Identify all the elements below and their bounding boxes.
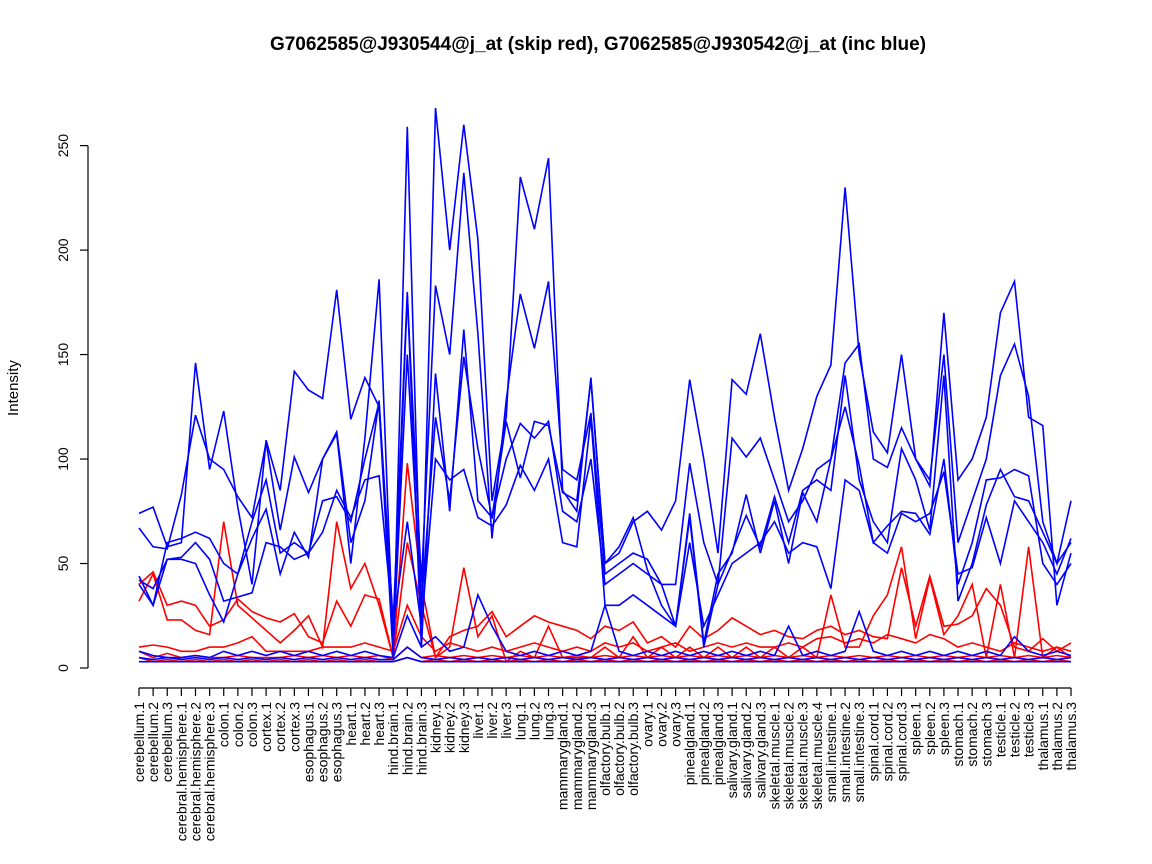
x-tick-label: heart.3 <box>371 702 387 746</box>
x-tick-label: pinealgland.2 <box>696 702 712 786</box>
x-tick-label: cerebral.hemisphere.1 <box>173 702 189 842</box>
x-tick-label: kidney.1 <box>428 702 444 753</box>
x-tick-label: cerebral.hemisphere.2 <box>187 702 203 842</box>
x-tick-label: thalamus.1 <box>1035 702 1051 771</box>
x-tick-label: pinealgland.1 <box>682 702 698 786</box>
x-tick-label: salivary.gland.1 <box>724 702 740 798</box>
series-line-skip-2 <box>138 542 1072 660</box>
x-tick-label: mammarygland.2 <box>569 702 585 810</box>
x-tick-label: spinal.cord.2 <box>879 702 895 782</box>
x-tick-label: olfactory.bulb.1 <box>597 702 613 796</box>
x-axis: cerebellum.1cerebellum.2cerebellum.3cere… <box>131 687 1079 842</box>
x-tick-label: lung.3 <box>541 702 557 740</box>
x-tick-label: testicle.3 <box>1021 702 1037 757</box>
series-line-skip-1 <box>138 463 1072 664</box>
series-line-inc-2 <box>138 172 1072 648</box>
x-tick-label: lung.1 <box>512 702 528 740</box>
x-tick-label: mammarygland.1 <box>555 702 571 810</box>
y-tick-label: 200 <box>55 238 71 262</box>
x-tick-label: kidney.2 <box>442 702 458 753</box>
x-tick-label: stomach.1 <box>950 702 966 767</box>
series-line-inc-1 <box>138 107 1072 658</box>
x-tick-label: hind.brain.1 <box>385 702 401 775</box>
x-tick-label: esophagus.1 <box>300 702 316 782</box>
series-line-inc-8 <box>139 656 1071 663</box>
x-tick-label: lung.2 <box>526 702 542 740</box>
y-tick-label: 250 <box>55 134 71 158</box>
x-tick-label: esophagus.3 <box>329 702 345 782</box>
x-tick-label: heart.2 <box>357 702 373 746</box>
x-tick-label: small.intestine.1 <box>823 702 839 803</box>
x-tick-label: spinal.cord.3 <box>894 702 910 782</box>
x-tick-label: skeletal.muscle.1 <box>766 702 782 810</box>
x-tick-label: small.intestine.2 <box>837 702 853 803</box>
x-tick-label: heart.1 <box>343 702 359 746</box>
x-tick-label: cortex.2 <box>272 702 288 752</box>
x-tick-label: cerebral.hemisphere.3 <box>202 702 218 842</box>
x-tick-label: skeletal.muscle.2 <box>781 702 797 810</box>
x-tick-label: ovary.1 <box>639 702 655 747</box>
x-tick-label: thalamus.2 <box>1049 702 1065 771</box>
series-line-inc-7 <box>138 646 1072 661</box>
x-tick-label: skeletal.muscle.3 <box>795 702 811 810</box>
x-tick-label: stomach.2 <box>964 702 980 767</box>
x-tick-label: salivary.gland.2 <box>738 702 754 798</box>
series-line-inc-4 <box>138 354 1072 648</box>
y-tick-label: 100 <box>55 447 71 471</box>
x-tick-label: cerebellum.1 <box>131 702 147 782</box>
x-tick-label: stomach.3 <box>978 702 994 767</box>
x-tick-label: thalamus.3 <box>1063 702 1079 771</box>
y-axis-label: Intensity <box>5 360 22 416</box>
x-tick-label: hind.brain.3 <box>413 702 429 775</box>
x-tick-label: cerebellum.2 <box>145 702 161 782</box>
x-tick-label: liver.2 <box>484 702 500 739</box>
series-line-inc-6 <box>138 592 1072 659</box>
x-tick-label: olfactory.bulb.2 <box>611 702 627 796</box>
y-tick-label: 150 <box>55 343 71 367</box>
x-tick-label: mammarygland.3 <box>583 702 599 810</box>
x-tick-label: liver.1 <box>470 702 486 739</box>
x-tick-label: testicle.2 <box>1007 702 1023 757</box>
x-tick-label: colon.3 <box>244 702 260 747</box>
x-tick-label: spleen.1 <box>908 702 924 755</box>
series-line-inc-3 <box>138 291 1072 648</box>
x-tick-label: pinealgland.3 <box>710 702 726 786</box>
x-tick-label: cortex.3 <box>286 702 302 752</box>
x-tick-label: skeletal.muscle.4 <box>809 702 825 810</box>
y-axis: 0 50 100 150 200 250 <box>55 134 89 672</box>
x-tick-label: colon.2 <box>230 702 246 747</box>
x-tick-label: spinal.cord.1 <box>865 702 881 782</box>
x-tick-label: hind.brain.2 <box>399 702 415 775</box>
x-tick-label: salivary.gland.3 <box>752 702 768 798</box>
x-tick-label: ovary.3 <box>668 702 684 747</box>
x-tick-label: esophagus.2 <box>315 702 331 782</box>
series-lines <box>138 107 1072 664</box>
x-tick-label: cerebellum.3 <box>159 702 175 782</box>
x-tick-label: spleen.3 <box>936 702 952 755</box>
y-tick-label: 0 <box>55 664 71 672</box>
x-tick-label: kidney.3 <box>456 702 472 753</box>
x-tick-label: liver.3 <box>498 702 514 739</box>
x-tick-label: olfactory.bulb.3 <box>625 702 641 796</box>
x-tick-label: testicle.1 <box>992 702 1008 757</box>
x-tick-label: colon.1 <box>216 702 232 747</box>
x-tick-label: cortex.1 <box>258 702 274 752</box>
x-tick-label: spleen.2 <box>922 702 938 755</box>
y-tick-label: 50 <box>55 556 71 572</box>
chart-title: G7062585@J930544@j_at (skip red), G70625… <box>270 34 926 55</box>
x-tick-label: ovary.2 <box>653 702 669 747</box>
series-line-skip-3 <box>138 603 1072 653</box>
x-tick-label: small.intestine.3 <box>851 702 867 803</box>
